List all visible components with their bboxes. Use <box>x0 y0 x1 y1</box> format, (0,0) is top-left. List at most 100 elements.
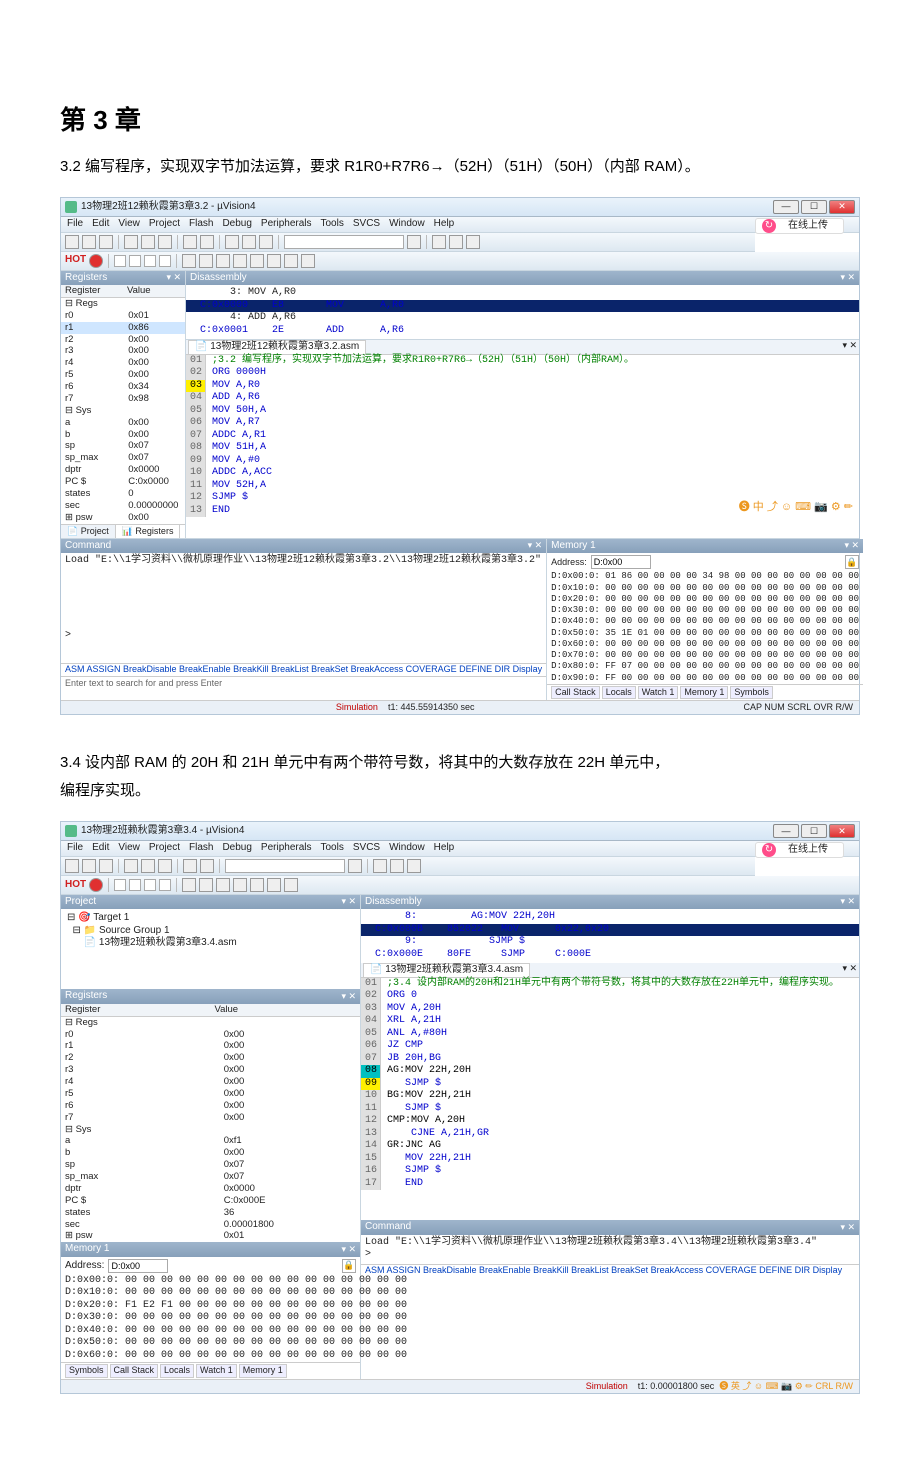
analysis-icon[interactable] <box>250 878 264 892</box>
menu-help[interactable]: Help <box>434 842 455 853</box>
register-row[interactable]: ⊟ Regs <box>61 298 185 310</box>
asm-editor-2[interactable]: 01;3.4 设内部RAM的20H和21H单元中有两个带符号数，将其中的大数存放… <box>361 978 859 1191</box>
project-tree-item[interactable]: ⊟ 📁 Source Group 1 <box>67 925 354 938</box>
serial-icon[interactable] <box>233 254 247 268</box>
redo-icon[interactable] <box>200 235 214 249</box>
register-row[interactable]: PC $C:0x000E <box>61 1195 360 1207</box>
register-row[interactable]: r70x98 <box>61 393 185 405</box>
menu-file[interactable]: File <box>67 842 83 853</box>
search-input[interactable] <box>225 859 345 873</box>
step-into-icon[interactable] <box>129 879 141 891</box>
register-row[interactable]: r40x00 <box>61 357 185 369</box>
memory-lock-icon[interactable]: 🔒 <box>845 555 859 569</box>
upload-pill[interactable]: ↻在线上传 <box>755 842 844 858</box>
register-row[interactable]: r00x00 <box>61 1029 360 1041</box>
register-row[interactable]: ⊞ psw0x01 <box>61 1230 360 1242</box>
cut-icon[interactable] <box>124 235 138 249</box>
close-button[interactable]: ✕ <box>829 200 855 214</box>
project-tree-item[interactable]: ⊟ 🎯 Target 1 <box>67 912 354 925</box>
record-icon[interactable] <box>89 254 103 268</box>
menu-edit[interactable]: Edit <box>92 218 109 229</box>
register-row[interactable]: r20x00 <box>61 334 185 346</box>
memory-icon[interactable] <box>216 878 230 892</box>
register-row[interactable]: r60x34 <box>61 381 185 393</box>
find-icon[interactable] <box>407 235 421 249</box>
register-row[interactable]: b0x00 <box>61 1147 360 1159</box>
command-prompt[interactable]: > <box>365 1249 855 1262</box>
watch-icon[interactable] <box>199 878 213 892</box>
register-row[interactable]: r40x00 <box>61 1076 360 1088</box>
menu-view[interactable]: View <box>118 842 140 853</box>
debug-icon[interactable] <box>432 235 446 249</box>
memory-address-input[interactable] <box>108 1259 168 1273</box>
tab-call stack[interactable]: Call Stack <box>110 1364 159 1377</box>
register-row[interactable]: r20x00 <box>61 1052 360 1064</box>
register-row[interactable]: sp_max0x07 <box>61 452 185 464</box>
asm-file-tab-1[interactable]: 📄 13物理2班12赖秋霞第3章3.2.asm <box>188 340 366 354</box>
menu-file[interactable]: File <box>67 218 83 229</box>
project-tree[interactable]: ⊟ 🎯 Target 1 ⊟ 📁 Source Group 1 📄 13物理2班… <box>61 909 360 989</box>
panel-close-icon[interactable]: ▾ ✕ <box>341 991 356 1002</box>
asm-file-tab-2[interactable]: 📄 13物理2班赖秋霞第3章3.4.asm <box>363 963 530 977</box>
panel-close-icon[interactable]: ▾ ✕ <box>166 272 181 283</box>
tab-watch 1[interactable]: Watch 1 <box>638 686 679 699</box>
register-row[interactable]: sec0.00000000 <box>61 500 185 512</box>
undo-icon[interactable] <box>183 235 197 249</box>
register-row[interactable]: r10x00 <box>61 1040 360 1052</box>
window-list-icon[interactable] <box>182 878 196 892</box>
open-icon[interactable] <box>82 859 96 873</box>
watch-icon[interactable] <box>199 254 213 268</box>
config-icon[interactable] <box>407 859 421 873</box>
register-row[interactable]: r50x00 <box>61 369 185 381</box>
project-tree-item[interactable]: 📄 13物理2班赖秋霞第3章3.4.asm <box>67 937 354 950</box>
memory-lock-icon[interactable]: 🔒 <box>342 1259 356 1273</box>
maximize-button[interactable]: ☐ <box>801 824 827 838</box>
memory-close-icon[interactable]: ▾ ✕ <box>844 540 859 551</box>
register-row[interactable]: ⊟ Sys <box>61 1124 360 1136</box>
menu-project[interactable]: Project <box>149 218 180 229</box>
asm-editor-1[interactable]: 01;3.2 编写程序，实现双字节加法运算，要求R1R0+R7R6→（52H）（… <box>186 355 859 518</box>
register-row[interactable]: a0xf1 <box>61 1135 360 1147</box>
run-to-cursor-icon[interactable] <box>159 255 171 267</box>
step-over-icon[interactable] <box>114 879 126 891</box>
tab-symbols[interactable]: Symbols <box>65 1364 108 1377</box>
serial-icon[interactable] <box>233 878 247 892</box>
undo-icon[interactable] <box>183 859 197 873</box>
step-over-icon[interactable] <box>114 255 126 267</box>
menu-window[interactable]: Window <box>389 218 425 229</box>
menu-peripherals[interactable]: Peripherals <box>261 842 312 853</box>
save-icon[interactable] <box>99 235 113 249</box>
cut-icon[interactable] <box>124 859 138 873</box>
register-row[interactable]: r60x00 <box>61 1100 360 1112</box>
editor-close-icon[interactable]: ▾ ✕ <box>842 963 857 977</box>
menu-flash[interactable]: Flash <box>189 218 213 229</box>
outdent-icon[interactable] <box>242 235 256 249</box>
menu-window[interactable]: Window <box>389 842 425 853</box>
register-row[interactable]: ⊟ Regs <box>61 1017 360 1029</box>
panel-close-icon[interactable]: ▾ ✕ <box>341 896 356 907</box>
search-input[interactable] <box>284 235 404 249</box>
menu-view[interactable]: View <box>118 218 140 229</box>
tab-project[interactable]: 📄 Project <box>61 525 116 538</box>
menu-svcs[interactable]: SVCS <box>353 842 380 853</box>
redo-icon[interactable] <box>200 859 214 873</box>
register-row[interactable]: r30x00 <box>61 345 185 357</box>
register-row[interactable]: ⊞ psw0x00 <box>61 512 185 524</box>
register-row[interactable]: dptr0x0000 <box>61 1183 360 1195</box>
toolbox-icon[interactable] <box>284 878 298 892</box>
menu-debug[interactable]: Debug <box>222 842 251 853</box>
menu-flash[interactable]: Flash <box>189 842 213 853</box>
memory-address-input[interactable] <box>591 555 651 569</box>
toolbox-icon[interactable] <box>301 254 315 268</box>
new-icon[interactable] <box>65 235 79 249</box>
tab-memory 1[interactable]: Memory 1 <box>680 686 728 699</box>
build-icon[interactable] <box>449 235 463 249</box>
tab-locals[interactable]: Locals <box>602 686 636 699</box>
panel-close-icon[interactable]: ▾ ✕ <box>341 1244 356 1255</box>
step-out-icon[interactable] <box>144 255 156 267</box>
register-row[interactable]: r10x86 <box>61 322 185 334</box>
register-row[interactable]: sp_max0x07 <box>61 1171 360 1183</box>
step-into-icon[interactable] <box>129 255 141 267</box>
system-icon[interactable] <box>284 254 298 268</box>
tab-locals[interactable]: Locals <box>160 1364 194 1377</box>
